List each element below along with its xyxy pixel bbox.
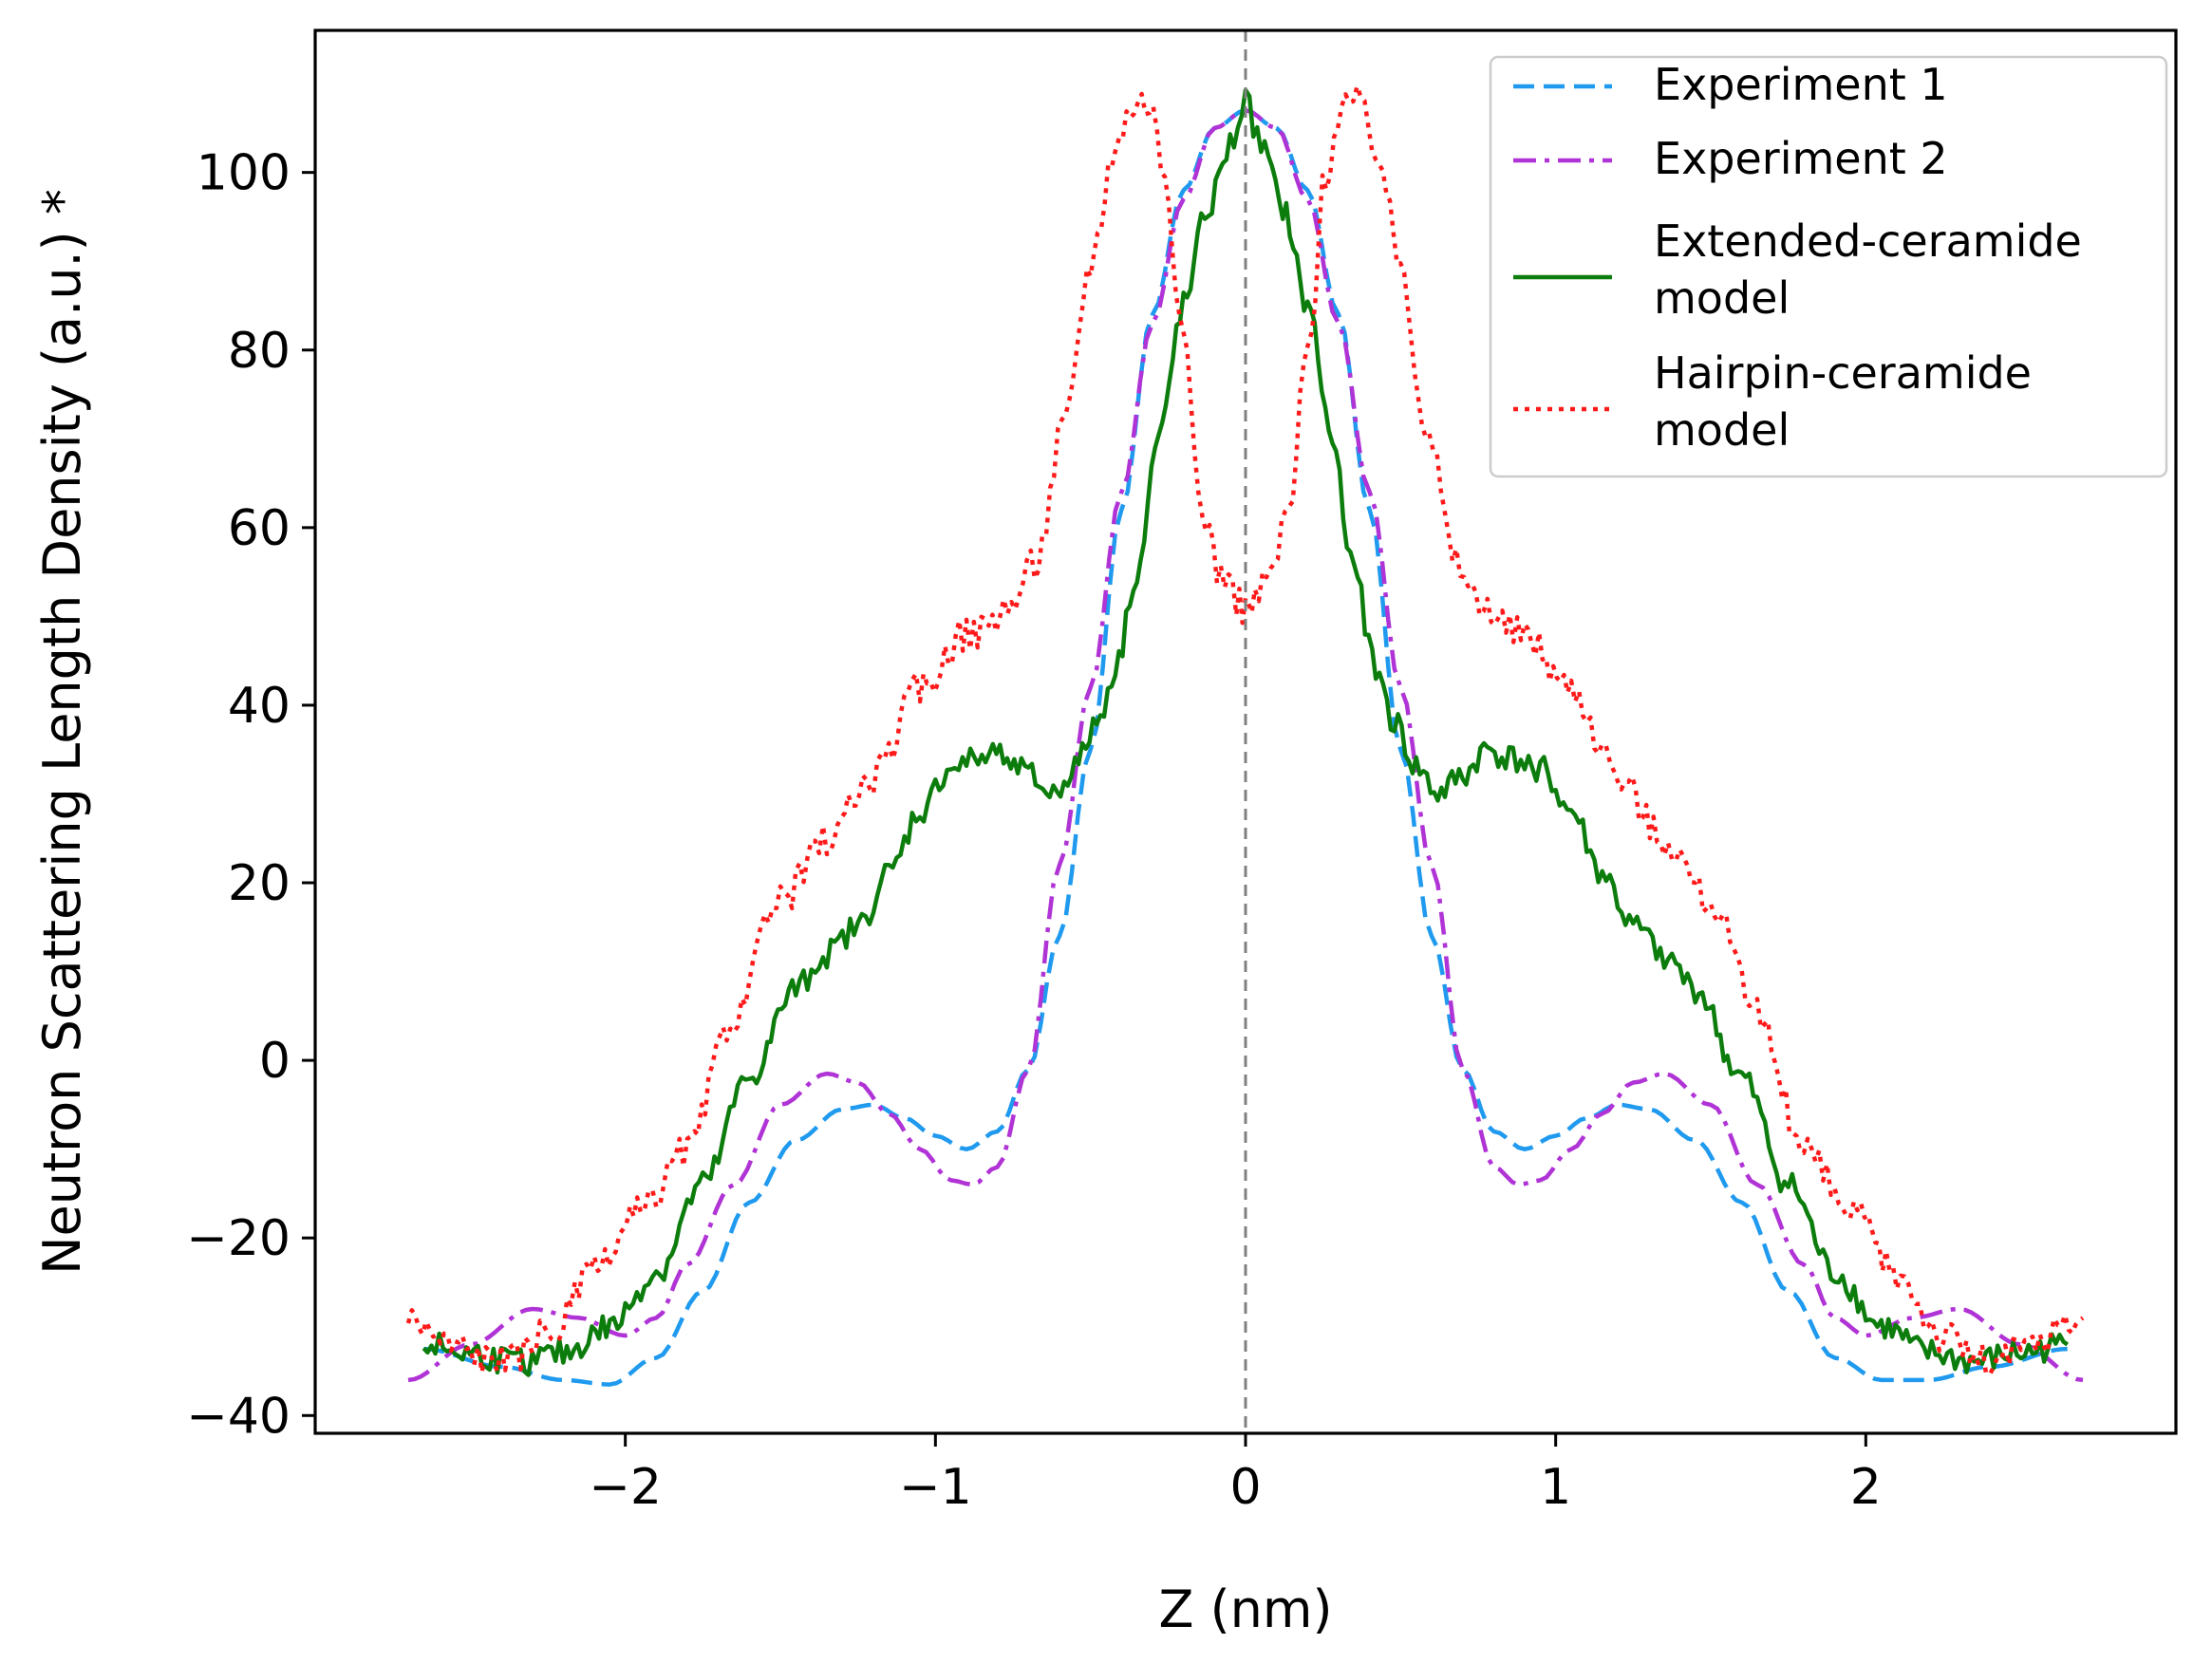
y-tick-label: 0 xyxy=(259,1033,291,1090)
x-tick-label: 2 xyxy=(1850,1459,1882,1516)
y-tick-label: −40 xyxy=(186,1388,291,1445)
y-tick-label: 20 xyxy=(228,855,291,912)
y-axis: −40 −20 0 20 40 60 80 100 xyxy=(186,145,315,1445)
series-line-hairpin-ceramide-model xyxy=(405,84,2085,1377)
y-tick-label: 40 xyxy=(228,678,291,735)
y-tick-label: −20 xyxy=(186,1210,291,1267)
legend-box xyxy=(1489,55,2168,478)
y-tick-label: 60 xyxy=(228,500,291,557)
legend-label: Hairpin-ceramide xyxy=(1654,347,2032,399)
legend-label: Experiment 2 xyxy=(1654,133,1948,184)
x-tick-label: −2 xyxy=(589,1459,662,1516)
x-tick-label: 0 xyxy=(1229,1459,1261,1516)
legend-label: Experiment 1 xyxy=(1654,59,1948,110)
series-line-experiment-1 xyxy=(423,107,2068,1387)
x-axis: −2 −1 0 1 2 xyxy=(589,1433,1882,1516)
legend-label: Extended-ceramide xyxy=(1654,215,2082,267)
y-tick-label: 100 xyxy=(197,145,291,202)
y-axis-label: Neutron Scattering Length Density (a.u.)… xyxy=(32,189,92,1275)
legend-label: model xyxy=(1654,272,1790,324)
x-tick-label: −1 xyxy=(899,1459,972,1516)
legend-label: model xyxy=(1654,404,1790,456)
y-tick-label: 80 xyxy=(228,323,291,380)
legend: Experiment 1 Experiment 2 Extended-ceramid… xyxy=(1489,55,2168,478)
x-tick-label: 1 xyxy=(1540,1459,1571,1516)
x-axis-label: Z (nm) xyxy=(1158,1579,1332,1639)
